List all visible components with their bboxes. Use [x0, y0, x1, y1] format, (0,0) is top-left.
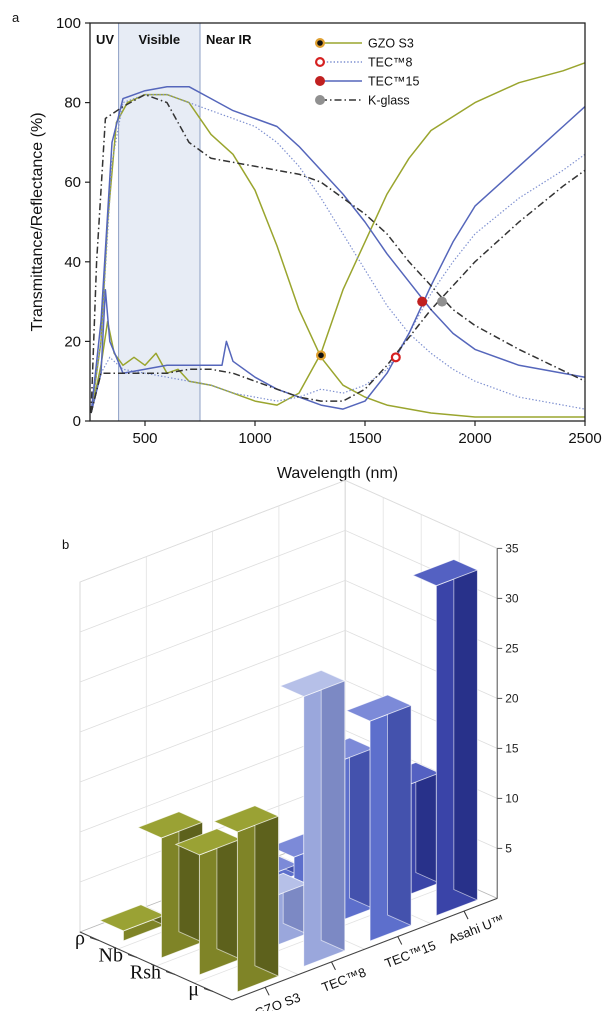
tec-15-transmittance-curve	[90, 85, 586, 414]
z-tick-label: 5	[505, 841, 512, 855]
tec-8-reflectance-curve	[90, 153, 586, 414]
y-axis-ticks: 0 20 40 60 80 100	[56, 15, 90, 430]
bar-side-face	[387, 694, 412, 927]
bar-side-face	[254, 805, 279, 977]
bar-top-face	[136, 811, 204, 839]
y-tick-label: 40	[64, 254, 81, 271]
legend-marker-gzo-s3	[317, 40, 323, 46]
k-glass-crossover-marker	[439, 298, 445, 305]
legend-label-k-glass: K-glass	[368, 94, 410, 108]
bar-top-face	[98, 904, 166, 932]
panel-a: a UV Visible Near IR 500 1000 1500 2000 2500 0…	[12, 10, 602, 482]
row-axis-line	[79, 931, 233, 1001]
column-tick-mark	[331, 961, 336, 971]
plot-frame	[89, 22, 586, 422]
panel-a-letter: a	[12, 10, 20, 25]
column-tick-mark	[463, 910, 469, 920]
column-label-tec-15: TEC™15	[383, 938, 438, 971]
legend-marker-tec-15	[317, 78, 323, 84]
legend-label-tec-8: TEC™8	[368, 56, 413, 70]
z-axis-ticks: 5 10 15 20 25 30 35	[496, 541, 519, 899]
x-tick-label: 1500	[348, 430, 381, 447]
legend-marker-k-glass	[317, 97, 323, 103]
bar-top-face	[345, 694, 413, 722]
panel-b: b 5 10 15 20 25 30 35 μ Rsh Nbρ GZO S3 TEC™8 TEC™1…	[62, 479, 519, 1011]
panel-b-letter: b	[62, 537, 69, 552]
visible-band	[118, 23, 200, 421]
tec-15-crossover-marker	[419, 298, 426, 305]
z-tick-label: 30	[505, 591, 519, 605]
tec-15-reflectance-curve	[90, 106, 586, 414]
region-label-uv: UV	[96, 32, 114, 47]
region-labels: UV Visible Near IR	[96, 32, 252, 47]
tec-8-crossover-marker	[393, 354, 399, 361]
region-label-near-ir: Near IR	[206, 32, 252, 47]
row-label-nb: Nb	[99, 945, 123, 967]
x-axis-title: Wavelength (nm)	[277, 465, 398, 482]
bar-gzo-s3-rsh	[174, 828, 242, 976]
legend-label-gzo-s3: GZO S3	[368, 37, 414, 51]
x-tick-label: 500	[132, 430, 157, 447]
legend-label-tec-15: TEC™15	[368, 75, 419, 89]
spectral-curves	[90, 62, 586, 418]
bar-tec-8-	[278, 669, 346, 968]
bar-tec-15-	[345, 694, 413, 942]
z-tick-label: 20	[505, 691, 519, 705]
k-glass-reflectance-curve	[90, 169, 586, 414]
row-label-: ρ	[75, 928, 85, 950]
column-tick-mark	[397, 936, 403, 945]
y-tick-label: 20	[64, 333, 81, 350]
row-label-: μ	[188, 979, 199, 1001]
column-label-tec-8: TEC™8	[320, 964, 369, 995]
y-tick-label: 0	[73, 413, 81, 430]
x-tick-label: 2500	[568, 430, 601, 447]
bar-top-face	[411, 559, 479, 587]
z-tick-label: 35	[505, 541, 519, 555]
tec-8-transmittance-curve	[90, 94, 586, 414]
visible-region-shading	[118, 23, 200, 421]
y-tick-label: 60	[64, 174, 81, 191]
bar-side-face	[320, 669, 346, 952]
gzo-s3-crossover-marker	[318, 352, 324, 359]
column-tick-mark	[264, 987, 270, 996]
row-label-rsh: Rsh	[130, 962, 161, 984]
gzo-s3-reflectance-curve	[90, 62, 586, 414]
column-axis-line	[231, 897, 498, 1001]
x-axis-ticks: 500 1000 1500 2000 2500	[132, 421, 602, 447]
bar-asahi-u-	[411, 558, 479, 917]
y-axis-title: Transmittance/Reflectance (%)	[29, 112, 46, 331]
z-tick-label: 15	[505, 741, 519, 755]
x-tick-label: 1000	[238, 430, 271, 447]
region-boundaries	[118, 23, 201, 421]
3d-bars	[98, 558, 479, 993]
row-labels: μ Rsh Nbρ	[75, 928, 233, 1001]
column-label-asahi-u: Asahi U™	[446, 911, 506, 946]
crossover-markers	[316, 296, 447, 363]
legend: GZO S3 TEC™8 TEC™15 K-glass	[315, 37, 419, 108]
bar-top-face	[212, 805, 280, 833]
bar-top-face	[174, 828, 242, 856]
z-tick-label: 10	[505, 791, 519, 805]
legend-marker-tec-8	[317, 59, 323, 65]
x-tick-label: 2000	[458, 430, 491, 447]
bar-top-face	[278, 669, 346, 697]
bar-gzo-s3-	[212, 805, 280, 993]
column-label-gzo-s3: GZO S3	[253, 990, 303, 1011]
z-tick-label: 25	[505, 641, 519, 655]
bar-gzo-s3-	[98, 904, 166, 942]
z-gridline	[79, 479, 498, 583]
y-tick-label: 100	[56, 15, 81, 32]
bar-side-face	[453, 558, 478, 901]
y-tick-label: 80	[64, 95, 81, 112]
region-label-visible: Visible	[138, 32, 180, 47]
